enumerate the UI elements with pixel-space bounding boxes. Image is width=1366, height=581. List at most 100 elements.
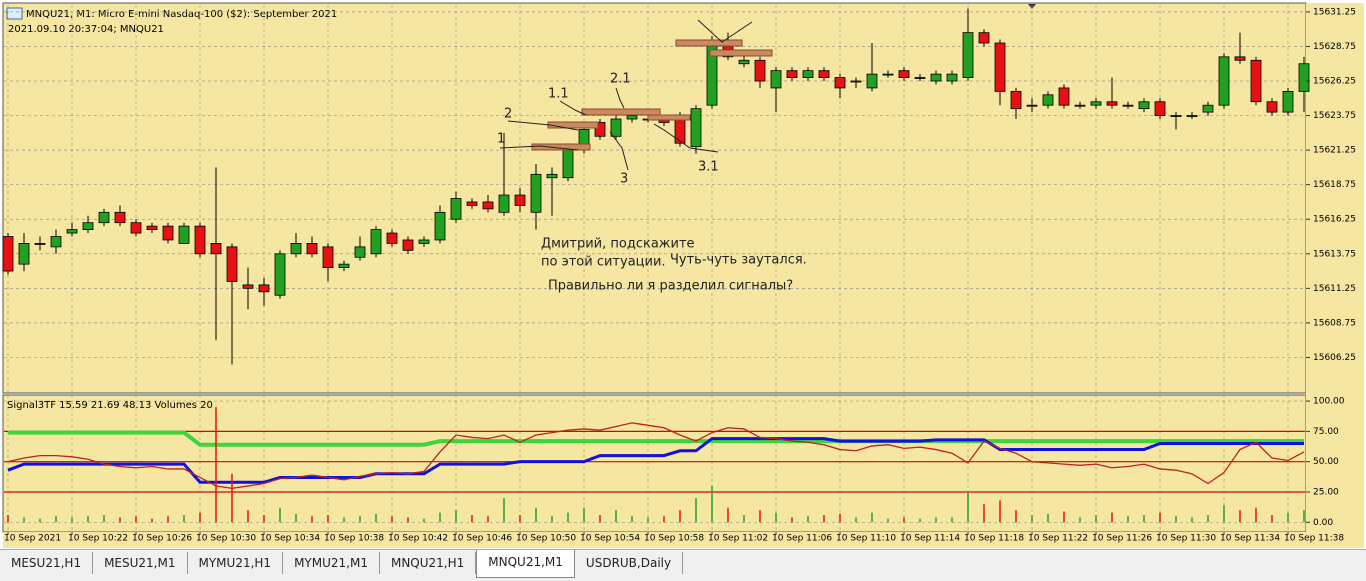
volume-bar <box>71 517 73 523</box>
volume-bar <box>1223 505 1225 523</box>
volume-bar <box>1127 516 1129 523</box>
volume-bar <box>407 517 409 523</box>
volume-bar <box>1287 512 1289 523</box>
candle-body <box>1234 56 1246 61</box>
volume-bar <box>487 516 489 523</box>
candle-body <box>1250 59 1262 103</box>
candle-body <box>1154 101 1166 116</box>
tab[interactable]: MNQU21,M1 <box>476 550 575 578</box>
volume-bar <box>279 507 281 523</box>
volume-bar <box>1303 510 1305 523</box>
indicator-line <box>8 430 1304 447</box>
volume-bar <box>1159 512 1161 523</box>
volume-bar <box>55 516 57 523</box>
candle-body <box>978 32 990 44</box>
volume-bar <box>1175 516 1177 523</box>
arrow <box>559 100 587 116</box>
volume-bar <box>103 515 105 523</box>
volume-bar <box>1031 515 1033 523</box>
tab[interactable]: MYMU21,H1 <box>188 552 284 574</box>
candle-body <box>34 243 46 245</box>
x-tick-label: 10 Sep 11:10 <box>836 534 896 544</box>
volume-bar <box>263 515 265 523</box>
volume-bar <box>887 518 889 523</box>
candle-body <box>1186 115 1198 117</box>
volume-bar <box>871 512 873 523</box>
tab-bar: MESU21,H1 MESU21,M1 MYMU21,H1 MYMU21,M1 MNQU… <box>0 549 1366 581</box>
x-tick-label: 10 Sep 11:22 <box>1028 534 1088 544</box>
candle-body <box>178 225 190 244</box>
candle-body <box>194 225 206 255</box>
indicator-title: Signal3TF 15.59 21.69 48.13 Volumes 20 <box>7 400 213 411</box>
x-tick-label: 10 Sep 10:42 <box>388 534 448 544</box>
y-tick-label: 15608.75 <box>1313 318 1356 328</box>
y-tick-label: 15611.25 <box>1313 284 1356 294</box>
candle-body <box>930 73 942 82</box>
candle-body <box>786 70 798 78</box>
chart-subtitle: 2021.09.10 20:37:04; MNQU21 <box>8 24 164 35</box>
candle-body <box>610 118 622 137</box>
y-tick-label: 100.00 <box>1313 397 1345 407</box>
volume-bar <box>1079 517 1081 523</box>
level-box <box>647 114 691 121</box>
tab[interactable]: MESU21,H1 <box>0 552 94 574</box>
x-tick-label: 10 Sep 10:22 <box>68 534 128 544</box>
tab[interactable]: MYMU21,M1 <box>283 552 380 574</box>
volume-bar <box>135 516 137 523</box>
y-tick-label: 15613.75 <box>1313 249 1356 259</box>
annotation: 3.1 <box>698 160 719 175</box>
message: Правильно ли я разделил сигналы? <box>548 279 793 294</box>
volume-bar <box>999 500 1001 523</box>
volume-bar <box>295 513 297 523</box>
x-tick-label: 10 Sep 11:34 <box>1220 534 1280 544</box>
volume-bar <box>423 518 425 523</box>
candle-body <box>146 225 158 230</box>
candle-body <box>1010 90 1022 110</box>
arrow <box>615 87 625 109</box>
indicator-panel <box>2 394 1307 533</box>
volume-bar <box>535 507 537 523</box>
volume-bar <box>503 498 505 523</box>
tab[interactable]: USDRUB,Daily <box>575 552 684 574</box>
candle-body <box>210 243 222 255</box>
x-tick-label: 10 Sep 11:30 <box>1156 534 1216 544</box>
candle-body <box>1266 101 1278 113</box>
candle-body <box>1106 101 1118 106</box>
candle-body <box>82 222 94 230</box>
candle-body <box>738 59 750 65</box>
annotation: 3 <box>620 172 628 187</box>
volume-bar <box>903 517 905 523</box>
candle-body <box>402 239 414 251</box>
candle-body <box>162 225 174 241</box>
tab[interactable]: MESU21,M1 <box>93 552 188 574</box>
x-tick-label: 10 Sep 11:02 <box>708 534 768 544</box>
y-tick-label: 15621.25 <box>1313 146 1356 156</box>
candle-body <box>386 232 398 244</box>
volume-bar <box>711 485 713 523</box>
hand-arrows <box>499 19 753 171</box>
candle-body <box>434 211 446 241</box>
candle-body <box>1298 63 1310 92</box>
x-tick-label: 10 Sep 10:46 <box>452 534 512 544</box>
candle-body <box>242 284 254 289</box>
annotation: 1 <box>497 132 505 147</box>
volume-bar <box>119 517 121 523</box>
volume-bar <box>551 516 553 523</box>
candle-body <box>1202 104 1214 113</box>
tab[interactable]: MNQU21,H1 <box>380 552 477 574</box>
level-box <box>675 39 743 47</box>
volume-bar <box>343 517 345 523</box>
annotation: 1.1 <box>548 87 569 102</box>
volume-bar <box>7 515 9 523</box>
volume-bar <box>183 515 185 523</box>
volume-bar <box>359 516 361 523</box>
level-box <box>531 143 591 151</box>
x-tick-label: 10 Sep 10:58 <box>644 534 704 544</box>
candle-body <box>322 246 334 269</box>
candle-body <box>226 246 238 282</box>
volume-bar <box>583 507 585 523</box>
x-tick-label: 10 Sep 10:38 <box>324 534 384 544</box>
candle-body <box>274 253 286 296</box>
message: Чуть-чуть заутался. <box>670 253 807 268</box>
candle-body <box>2 236 14 272</box>
